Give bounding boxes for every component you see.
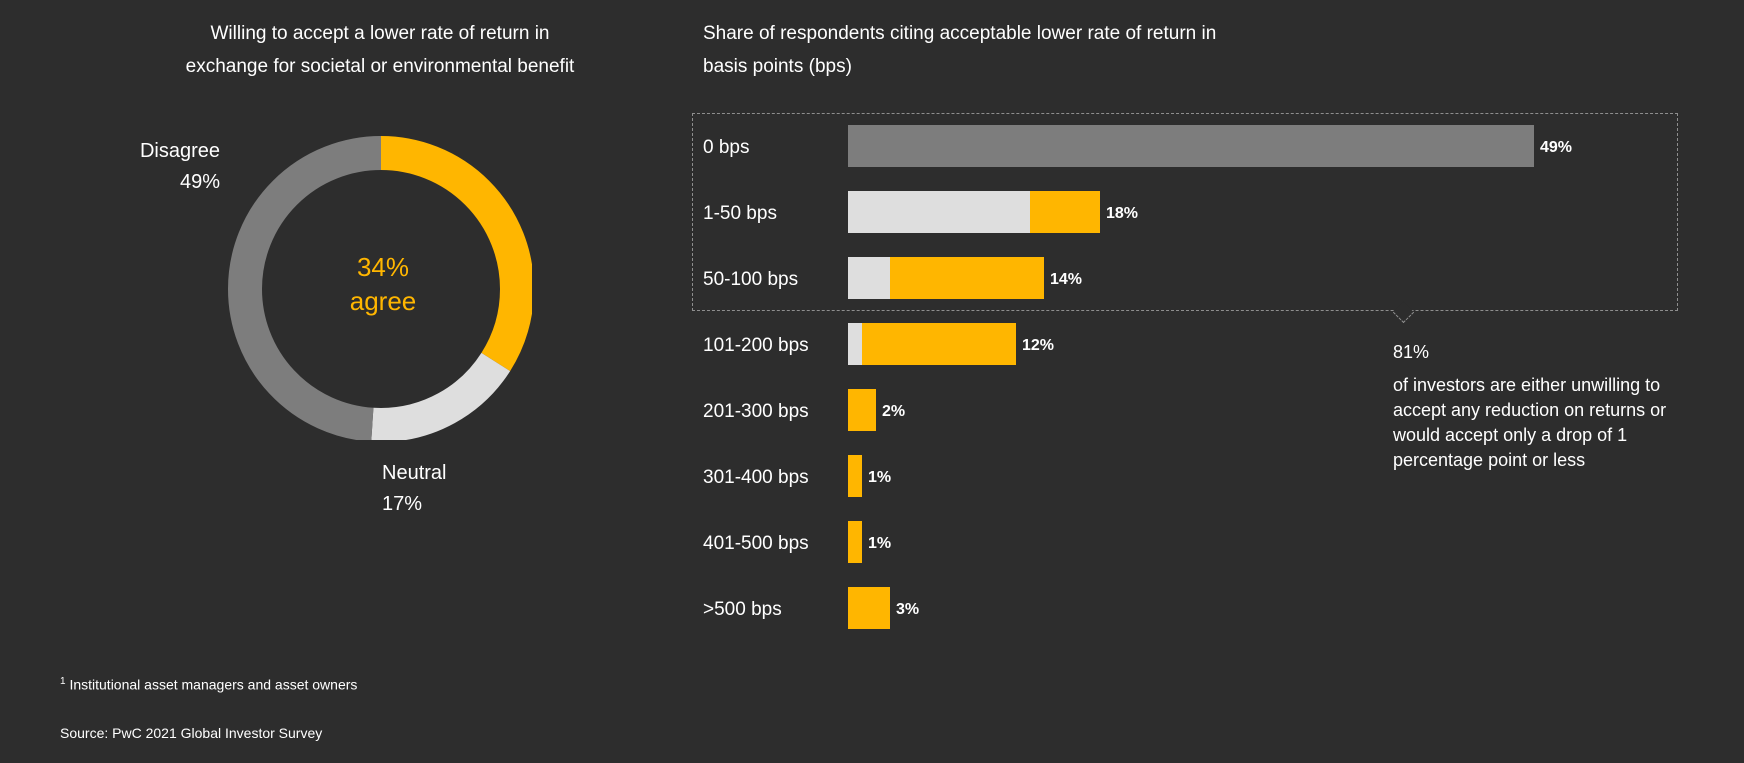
bar-category-label: 201-300 bps (703, 401, 809, 422)
donut-center-label: 34% agree (283, 250, 483, 318)
footnote: 1 Institutional asset managers and asset… (60, 676, 357, 693)
bar-chart: 0 bps 49% 1-50 bps 18% 50-100 bps 14% 101-200 … (703, 125, 1572, 629)
disagree-label: Disagree 49% (120, 136, 220, 198)
bar-segment-accent (848, 455, 862, 497)
donut-center-pct: 34% (356, 252, 410, 282)
donut-center-word: agree (349, 286, 417, 316)
disagree-label-text: Disagree (139, 140, 220, 162)
callout-note: 81% of investors are either unwilling to… (1393, 340, 1683, 473)
donut-slice-neutral (228, 136, 532, 440)
donut-chart (228, 136, 532, 440)
source-note: Source: PwC 2021 Global Investor Survey (60, 725, 323, 741)
callout-pct: 81% (1393, 342, 1430, 362)
neutral-label: Neutral 17% (382, 458, 446, 520)
bar-segment-light (848, 191, 1030, 233)
highlight-box (692, 113, 1678, 311)
donut-slice-disagree (228, 136, 532, 440)
bar-category-label: 50-100 bps (703, 269, 798, 290)
bar-value-label: 3% (896, 601, 919, 618)
bar-value-label: 49% (1540, 139, 1572, 156)
bar-segment-accent (848, 587, 890, 629)
footnote-text: Institutional asset managers and asset o… (69, 676, 358, 693)
bar-value-label: 12% (1022, 337, 1054, 354)
bar-category-label: 401-500 bps (703, 533, 809, 554)
bar-segment-accent (848, 521, 862, 563)
neutral-label-text: Neutral (382, 462, 447, 484)
bar-value-label: 2% (882, 403, 905, 420)
bar-chart-title: Share of respondents citing acceptable l… (703, 23, 1217, 77)
donut-title: Willing to accept a lower rate of return… (185, 23, 575, 77)
bar-segment-accent (862, 323, 1016, 365)
bar-category-label: 1-50 bps (703, 203, 777, 224)
callout-text: of investors are either unwilling to acc… (1393, 375, 1667, 470)
bar-value-label: 14% (1050, 271, 1082, 288)
bar-segment-accent (848, 389, 876, 431)
bar-segment-grey (848, 125, 1534, 167)
bar-segment-accent (1030, 191, 1100, 233)
bar-category-label: >500 bps (703, 599, 782, 620)
neutral-label-pct: 17% (382, 493, 423, 515)
bar-segment-light (848, 323, 862, 365)
bar-segment-accent (890, 257, 1044, 299)
footnote-marker: 1 (60, 676, 66, 687)
bar-category-label: 101-200 bps (703, 335, 809, 356)
bar-category-label: 301-400 bps (703, 467, 809, 488)
bar-value-label: 1% (868, 535, 891, 552)
bar-category-label: 0 bps (703, 137, 749, 158)
bar-segment-light (848, 257, 890, 299)
disagree-label-pct: 49% (179, 171, 220, 193)
bar-value-label: 1% (868, 469, 891, 486)
bar-value-label: 18% (1106, 205, 1138, 222)
